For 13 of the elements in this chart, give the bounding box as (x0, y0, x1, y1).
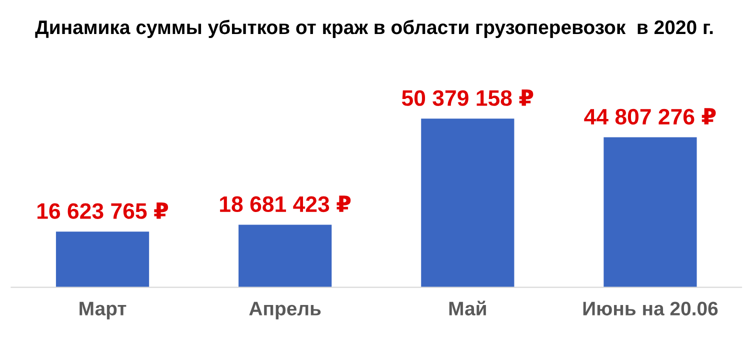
bar (604, 137, 697, 288)
data-label: 16 623 765 ₽ (37, 202, 168, 219)
x-tick-label: Март (80, 302, 126, 320)
bar (238, 224, 332, 288)
bar (421, 118, 514, 288)
x-tick-label: Июнь на 20.06 (583, 302, 718, 316)
bar (56, 232, 150, 288)
data-label: 50 379 158 ₽ (402, 90, 534, 106)
x-tick-label: Апрель (249, 302, 321, 320)
data-label: 18 681 423 ₽ (220, 196, 351, 212)
x-tick-label: Май (449, 300, 486, 316)
chart-title: Динамика суммы убытков от краж в области грузоперевозок в 2020 г. (35, 20, 713, 38)
data-label: 44 807 276 ₽ (584, 108, 716, 125)
